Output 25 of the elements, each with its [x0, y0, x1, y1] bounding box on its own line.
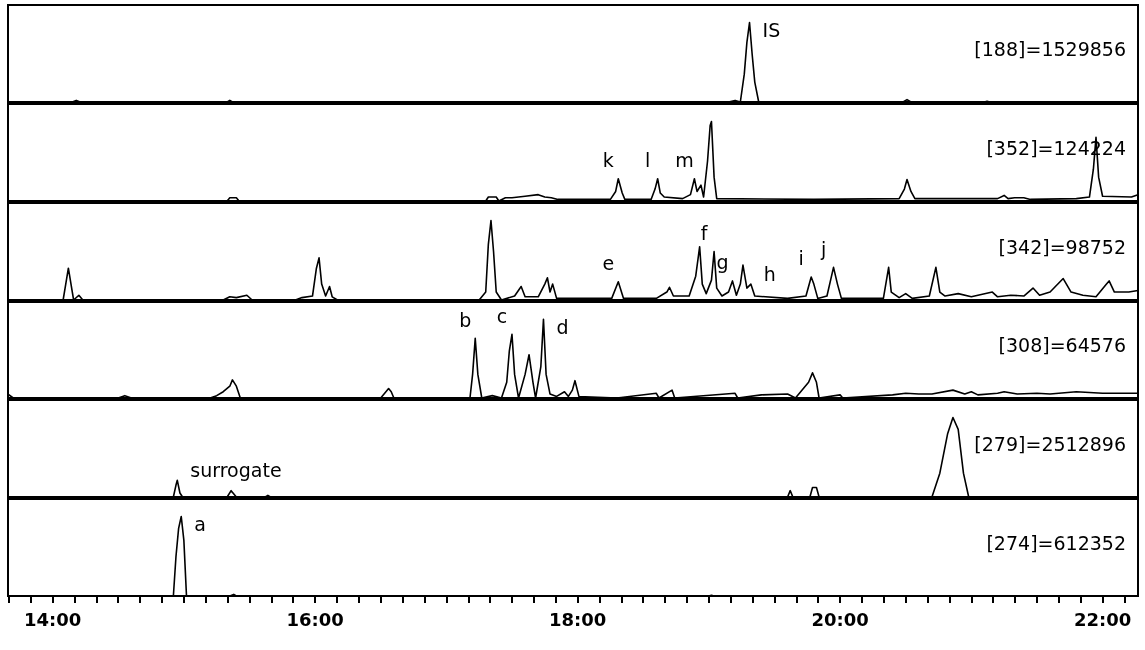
- annotation: c: [496, 304, 508, 327]
- annotation: i: [798, 247, 804, 270]
- annotation: d: [556, 316, 569, 339]
- annotation: g: [716, 251, 729, 274]
- annotation: f: [700, 222, 709, 244]
- text: [308]=64576: [998, 333, 1126, 356]
- x-tick-label: 14:00: [23, 608, 82, 630]
- annotation: surrogate: [190, 459, 282, 482]
- annotation: k: [602, 149, 614, 172]
- annotation: b: [459, 308, 472, 331]
- annotation: m: [675, 149, 694, 172]
- text: [279]=2512896: [974, 432, 1127, 455]
- annotation: IS: [762, 19, 781, 42]
- annotation: e: [602, 252, 615, 275]
- x-tick-label: 22:00: [1073, 608, 1132, 630]
- text: [188]=1529856: [974, 37, 1127, 60]
- text: [342]=98752: [998, 235, 1126, 258]
- text: [274]=612352: [986, 531, 1127, 554]
- x-tick-label: 18:00: [548, 608, 607, 630]
- annotation: l: [645, 149, 651, 172]
- annotation: h: [763, 263, 776, 286]
- x-tick-label: 16:00: [286, 608, 344, 630]
- x-tick-label: 20:00: [811, 608, 869, 630]
- annotation: j: [819, 237, 827, 260]
- annotation: a: [194, 513, 206, 536]
